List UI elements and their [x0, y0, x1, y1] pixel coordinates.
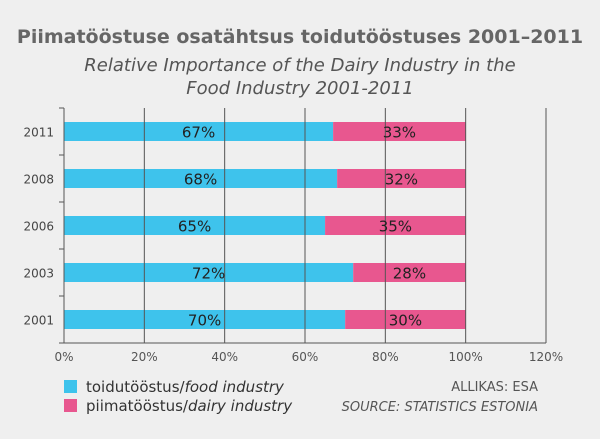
tick-marks — [59, 107, 64, 344]
source-note: ALLIKAS: ESA SOURCE: STATISTICS ESTONIA — [342, 378, 538, 418]
bar-labels: 67% 33% 68% 32% 65% 35% 72% 28% 70% 30% — [178, 124, 426, 330]
bar-value-label: 70% — [188, 312, 221, 330]
category-label: 2003 — [23, 267, 54, 281]
legend-label-dairy-en: dairy industry — [187, 396, 293, 415]
bar-segment — [337, 169, 466, 188]
category-labels: 2011 2008 2006 2003 2001 — [23, 126, 54, 328]
legend-swatch-food — [64, 380, 77, 393]
bar-segment — [64, 263, 354, 282]
legend: toidutööstus/food industry piimatööstus/… — [64, 377, 292, 415]
category-label: 2001 — [23, 314, 54, 328]
gridlines — [63, 108, 547, 344]
bar-value-label: 72% — [192, 265, 225, 283]
category-label: 2006 — [23, 220, 54, 234]
bar-segment — [333, 122, 466, 141]
x-tick-labels: 0% 20% 40% 60% 80% 100% 120% — [54, 350, 563, 364]
bar-value-label: 28% — [393, 265, 426, 283]
subtitle-line-2: Food Industry 2001-2011 — [186, 78, 414, 99]
category-label: 2011 — [23, 126, 54, 140]
source-et: ALLIKAS: ESA — [451, 380, 538, 395]
chart-title: Piimatööstuse osatähtsus toidutööstuses … — [16, 26, 584, 48]
bar-value-label: 67% — [182, 124, 215, 142]
bar-segment — [345, 310, 466, 329]
legend-label-food-en: food industry — [184, 377, 284, 396]
legend-label-dairy-et: piimatööstus/ — [86, 396, 188, 415]
x-tick-label: 0% — [54, 350, 73, 364]
x-tick-label: 60% — [292, 350, 319, 364]
legend-label-food-et: toidutööstus/ — [86, 377, 185, 396]
legend-item-dairy: piimatööstus/dairy industry — [64, 396, 292, 415]
bar-segment — [64, 216, 326, 235]
x-tick-label: 120% — [529, 350, 563, 364]
bar-segment — [64, 122, 334, 141]
bar-value-label: 30% — [389, 312, 422, 330]
chart-subtitle: Relative Importance of the Dairy Industr… — [70, 54, 530, 100]
bar-value-label: 33% — [383, 124, 416, 142]
category-label: 2008 — [23, 173, 54, 187]
x-tick-label: 20% — [131, 350, 158, 364]
x-tick-label: 100% — [449, 350, 483, 364]
bar-value-label: 68% — [184, 171, 217, 189]
subtitle-line-1: Relative Importance of the Dairy Industr… — [84, 55, 516, 76]
bar-value-label: 35% — [379, 218, 412, 236]
x-tick-label: 80% — [372, 350, 399, 364]
bar-value-label: 32% — [385, 171, 418, 189]
bar-segment — [64, 169, 338, 188]
legend-item-food: toidutööstus/food industry — [64, 377, 292, 396]
source-en: SOURCE: STATISTICS ESTONIA — [341, 400, 538, 415]
legend-swatch-dairy — [64, 399, 77, 412]
bar-segment — [353, 263, 466, 282]
bar-value-label: 65% — [178, 218, 211, 236]
bar-segment — [64, 310, 346, 329]
bar-segment — [325, 216, 466, 235]
x-tick-label: 40% — [211, 350, 238, 364]
bars — [64, 122, 466, 329]
